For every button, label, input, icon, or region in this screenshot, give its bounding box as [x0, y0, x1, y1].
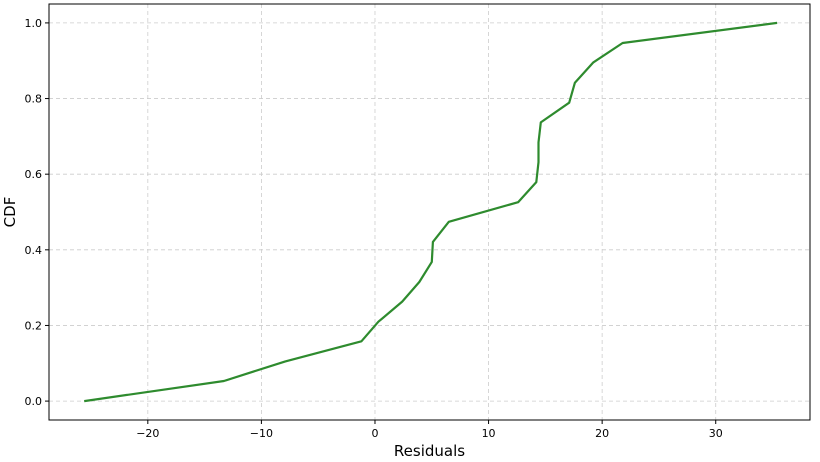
- x-tick-label: −20: [136, 427, 159, 440]
- y-tick-label: 0.6: [25, 168, 43, 181]
- x-tick-label: 30: [709, 427, 723, 440]
- x-tick-label: −10: [250, 427, 273, 440]
- y-axis-label: CDF: [1, 197, 19, 228]
- series-layer: [84, 21, 778, 403]
- y-tick-label: 1.0: [25, 17, 43, 30]
- y-tick-label: 0.0: [25, 395, 43, 408]
- grid: [49, 4, 810, 420]
- x-tick-label: 10: [482, 427, 496, 440]
- y-tick-label: 0.4: [25, 244, 43, 257]
- x-axis-ticks: −20 −10 0 10 20 30: [136, 420, 723, 440]
- plot-frame: [48, 3, 811, 421]
- y-tick-label: 0.8: [25, 93, 43, 106]
- y-tick-label: 0.2: [25, 319, 43, 332]
- cdf-line: [84, 21, 778, 403]
- y-axis-ticks: 0.0 0.2 0.4 0.6 0.8 1.0: [25, 17, 49, 408]
- x-axis-label: Residuals: [394, 442, 465, 460]
- x-tick-label: 0: [371, 427, 378, 440]
- x-tick-label: 20: [595, 427, 609, 440]
